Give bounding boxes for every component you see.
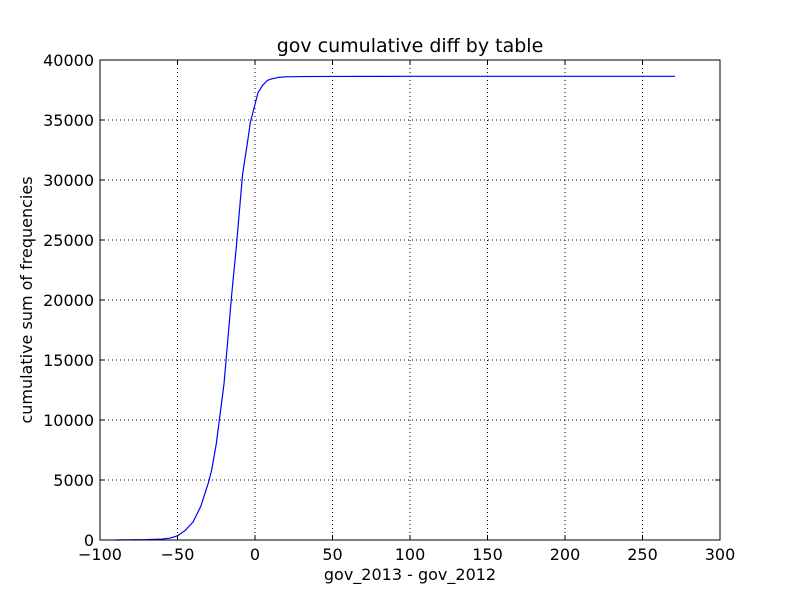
y-tick-label: 35000 [43,111,94,130]
x-axis-label: gov_2013 - gov_2012 [324,565,496,585]
y-axis-label: cumulative sum of frequencies [17,176,36,423]
x-tick-label: 250 [627,545,658,564]
x-tick-label: 0 [250,545,260,564]
x-tick-label: 50 [322,545,342,564]
x-tick-label: −100 [78,545,122,564]
y-tick-label: 15000 [43,351,94,370]
y-tick-label: 5000 [53,471,94,490]
y-tick-label: 20000 [43,291,94,310]
y-tick-label: 10000 [43,411,94,430]
series-layer [115,75,676,541]
y-tick-label: 25000 [43,231,94,250]
chart-title: gov cumulative diff by table [277,35,544,57]
ticks: −100 −50 0 50 100 150 200 250 300 0 5000 10000 15000… [43,51,735,564]
series-line-cumulative [115,75,676,541]
x-tick-label: 200 [550,545,581,564]
x-tick-label: 150 [472,545,503,564]
grid [100,60,720,540]
y-tick-label: 40000 [43,51,94,70]
y-tick-label: 0 [84,531,94,550]
x-tick-label: 300 [705,545,736,564]
x-tick-label: −50 [161,545,195,564]
x-tick-label: 100 [395,545,426,564]
y-tick-label: 30000 [43,171,94,190]
